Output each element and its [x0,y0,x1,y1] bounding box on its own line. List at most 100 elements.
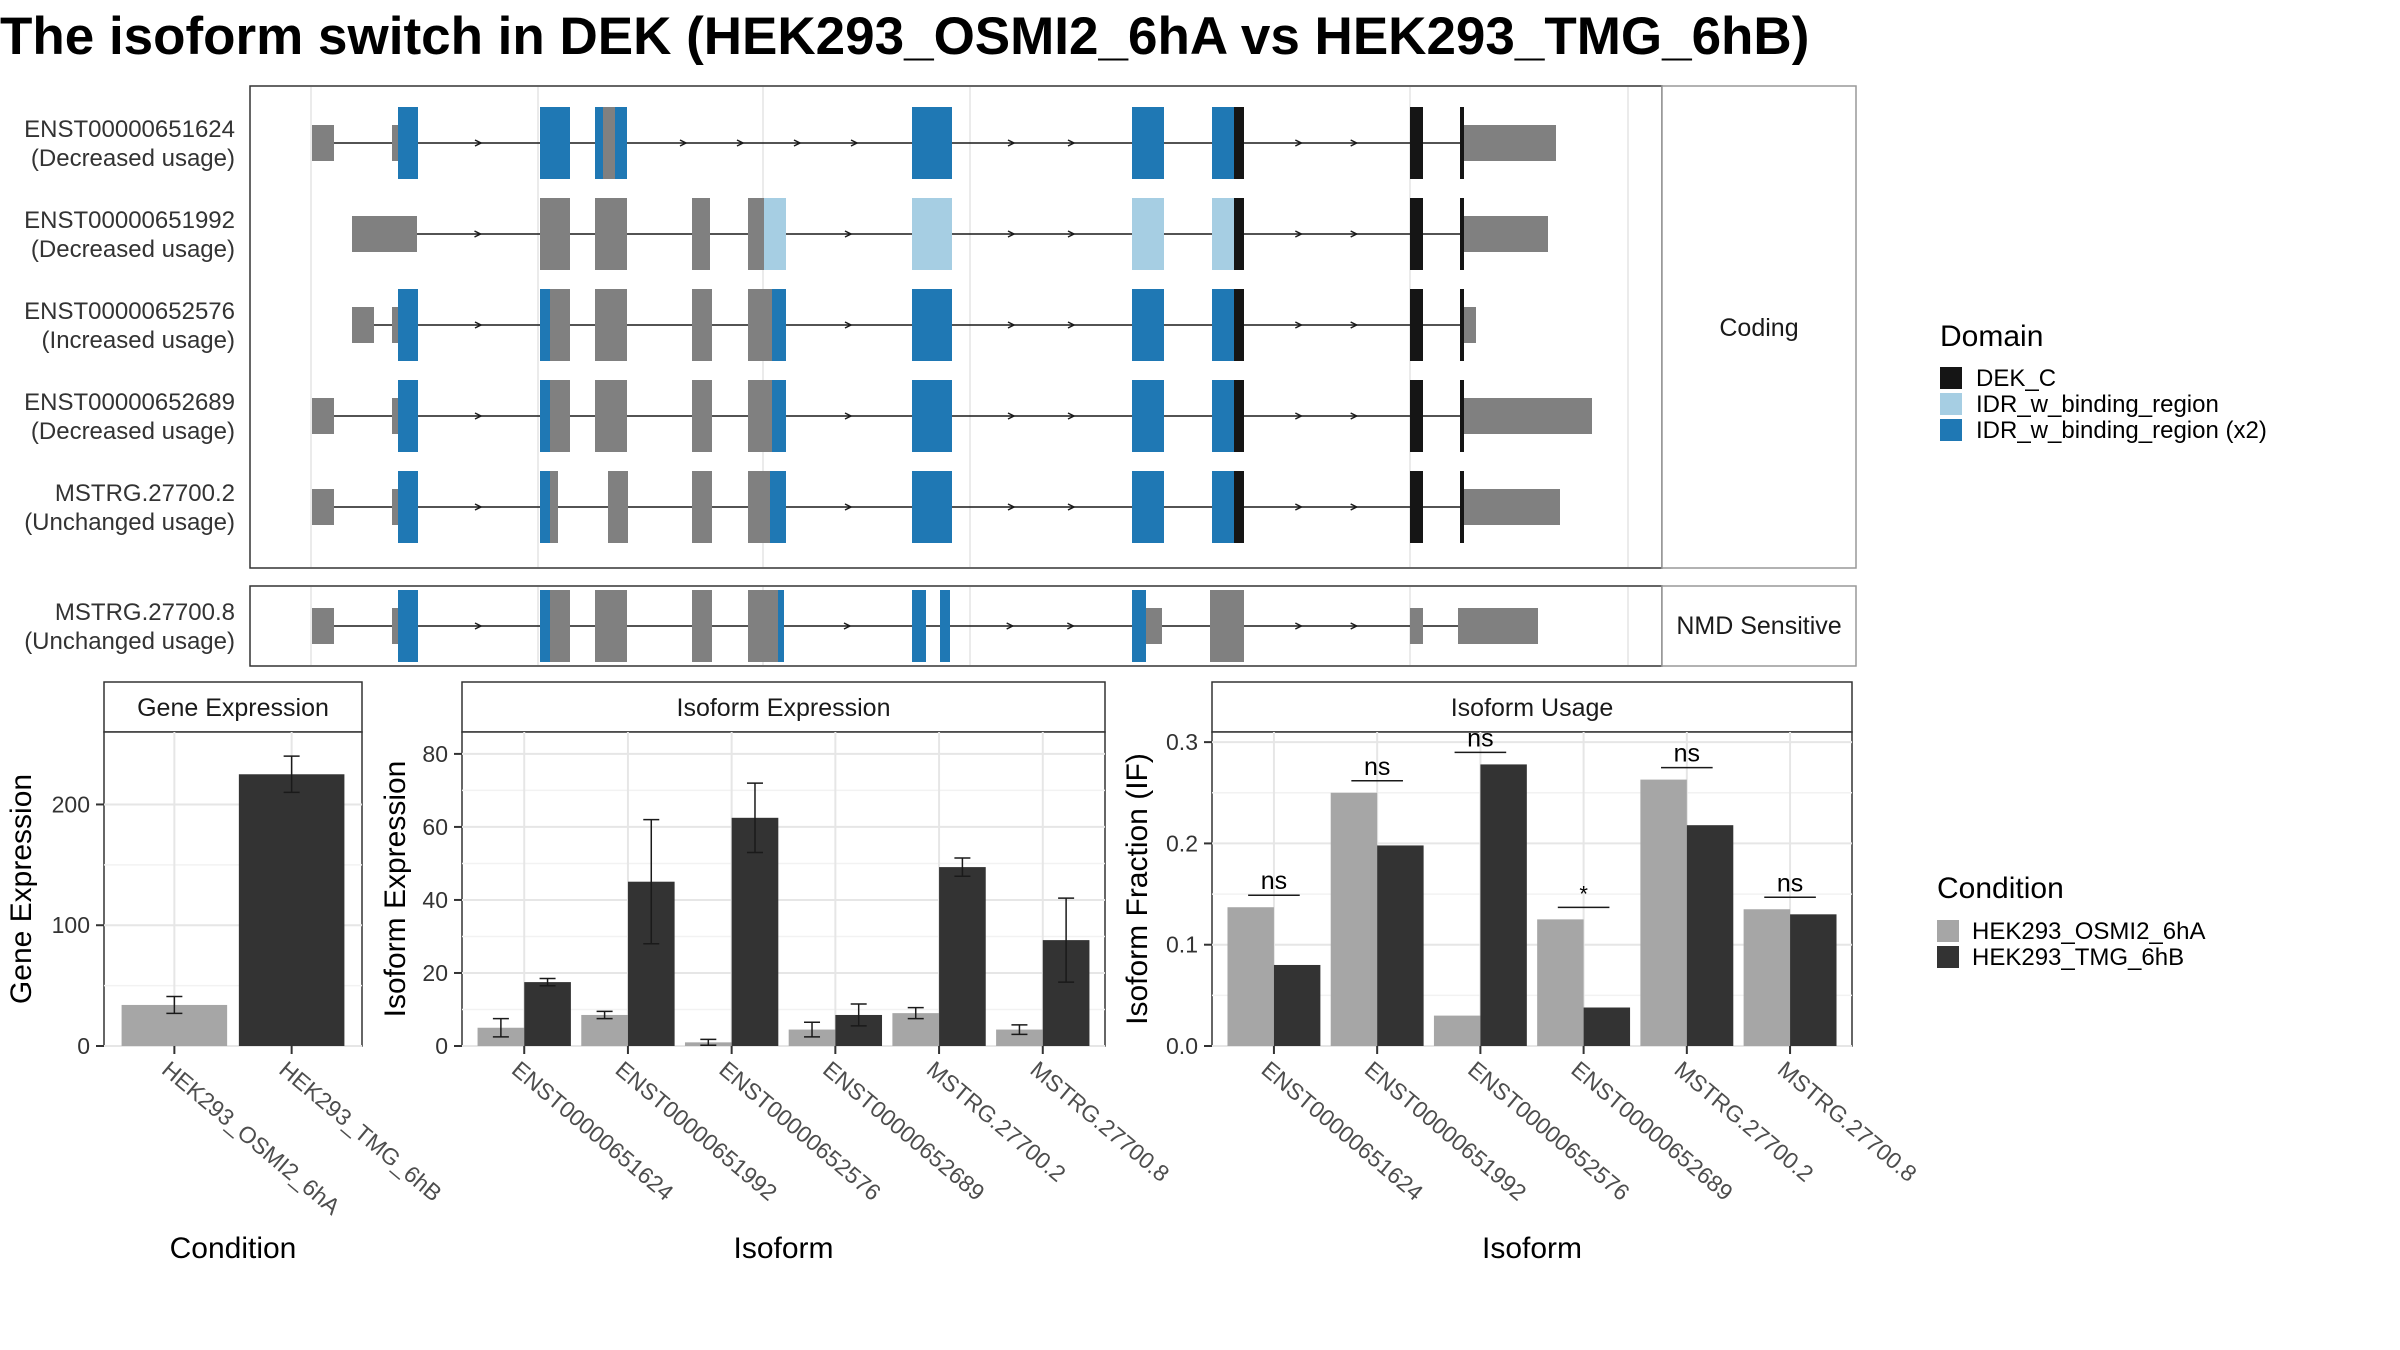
transcript-3-exon [595,289,627,361]
domain-legend-label: IDR_w_binding_region [1976,391,2219,418]
panel-title: Isoform Usage [1451,694,1614,722]
y-tick-label: 0 [77,1033,90,1059]
bar [731,817,779,1046]
nmd-transcript-direction-arrow [1294,622,1304,630]
transcript-5-exon [912,471,952,543]
nmd-transcript-exon [312,608,334,644]
transcript-4-exon [1464,398,1592,434]
transcript-4-exon [398,380,418,452]
bar [1790,914,1837,1046]
transcript-4-direction-arrow [1067,412,1076,420]
transcript-4-exon [1460,380,1464,452]
transcript-5-direction-arrow [1294,503,1304,511]
domain-legend-swatch [1940,367,1962,389]
transcript-3-exon [550,289,570,361]
nmd-transcript-direction-arrow [843,622,852,630]
transcript-3-direction-arrow [474,321,483,329]
transcript-usage-label: (Unchanged usage) [24,509,235,536]
transcript-5-exon [550,471,558,543]
condition-legend-title: Condition [1937,872,2064,905]
transcript-5-exon [770,471,786,543]
transcript-4-direction-arrow [1294,412,1304,420]
domain-legend-swatch [1940,393,1962,415]
transcript-1-direction-arrow [850,139,859,147]
nmd-transcript-exon [595,590,627,662]
x-axis-title: Condition [170,1232,297,1265]
transcript-5-exon [608,471,628,543]
transcript-1-exon [1132,107,1164,179]
transcript-usage-label: (Increased usage) [42,327,235,354]
coding-strip-label: Coding [1719,314,1798,342]
transcript-2-exon [540,198,570,270]
domain-legend-label: IDR_w_binding_region (x2) [1976,417,2267,444]
transcript-2-exon [692,198,706,270]
transcript-5-direction-arrow [844,503,853,511]
transcript-2-exon [1234,198,1244,270]
nmd-transcript-exon [912,590,926,662]
y-tick-label: 0 [435,1033,448,1059]
transcript-usage-label: (Decreased usage) [31,145,235,172]
y-tick-label: 100 [52,912,90,938]
transcript-5-exon [540,471,550,543]
transcript-5-exon [748,471,770,543]
transcript-3-exon [352,307,374,343]
transcript-3-direction-arrow [844,321,853,329]
bar [1686,825,1734,1046]
nmd-transcript-direction-arrow [474,622,483,630]
transcript-3-direction-arrow [1067,321,1076,329]
transcript-5-exon [692,471,712,543]
transcript-2-exon [1410,198,1423,270]
transcript-4-exon [772,380,786,452]
transcript-2-direction-arrow [844,230,853,238]
transcript-1-exon [1212,107,1234,179]
panel-strip [103,681,363,733]
transcript-1-direction-arrow [1067,139,1076,147]
transcript-1-exon [615,107,627,179]
nmd-transcript-direction-arrow [1350,622,1359,630]
bar [1480,764,1527,1046]
bar [1433,1015,1481,1046]
transcript-4-direction-arrow [844,412,853,420]
transcript-1-exon [603,107,615,179]
transcript-1-direction-arrow [1350,139,1359,147]
bar [1227,907,1274,1046]
transcript-2-exon [352,216,417,252]
nmd-transcript-exon [692,590,712,662]
y-axis-title: Isoform Expression [379,761,412,1018]
domain-legend-title: Domain [1940,320,2043,353]
transcript-5-direction-arrow [1007,503,1016,511]
transcript-2-exon [1464,216,1548,252]
transcript-1-exon [540,107,570,179]
transcript-5-exon [312,489,334,525]
bar [1743,909,1791,1046]
condition-legend-swatch [1937,946,1959,968]
transcript-4-exon [692,380,712,452]
transcript-2-exon [595,198,627,270]
significance-label: ns [1674,740,1700,768]
significance-label: * [1579,881,1588,906]
y-tick-label: 0.3 [1166,729,1198,755]
bar [788,1029,836,1046]
coding-panel-frame [249,85,1663,569]
transcript-4-exon [1132,380,1164,452]
transcript-3-exon [1212,289,1234,361]
transcript-1-exon [1464,125,1556,161]
nmd-transcript-exon [1410,608,1423,644]
transcript-2-direction-arrow [1350,230,1359,238]
y-tick-label: 40 [422,887,448,913]
transcript-1-exon [312,125,334,161]
transcript-4-exon [392,398,398,434]
bar [939,867,986,1046]
transcript-5-exon [398,471,418,543]
transcript-3-exon [392,307,398,343]
nmd-transcript-exon [748,590,778,662]
condition-legend-label: HEK293_OSMI2_6hA [1972,918,2205,945]
bar [1377,845,1424,1046]
nmd-transcript-exon [1210,590,1244,662]
transcript-2-direction-arrow [474,230,483,238]
nmd-transcript-exon [1458,608,1538,644]
nmd-transcript-exon [540,590,550,662]
transcript-5-exon [1410,471,1423,543]
bar [1583,1007,1631,1046]
domain-legend-swatch [1940,419,1962,441]
